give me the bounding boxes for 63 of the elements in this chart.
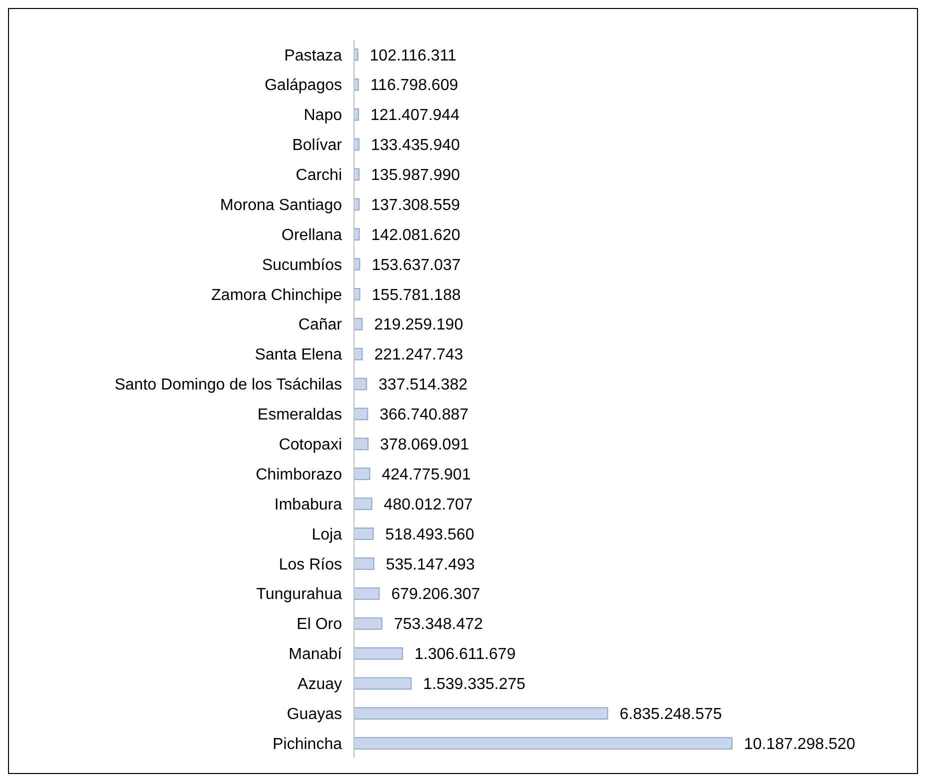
bar [354,677,412,690]
bar [354,617,382,630]
data-label: 337.514.382 [378,376,468,394]
y-tick-label: Guayas [286,706,342,723]
y-tick-label: Azuay [298,676,342,694]
data-label: 6.835.248.575 [620,706,722,723]
data-label: 366.740.887 [380,406,469,424]
bar [354,528,374,540]
bar [354,378,368,390]
bar [354,288,360,300]
y-tick-label: Cañar [298,316,343,334]
y-tick-label: Bolívar [292,137,343,154]
y-tick-label: Tungurahua [256,586,342,604]
data-label: 378.069.091 [380,436,470,454]
data-label: 221.247.743 [374,346,464,364]
y-tick-label: Carchi [296,167,342,184]
data-label: 121.407.944 [370,107,460,124]
y-tick-label: Napo [304,107,342,124]
y-tick-label: Los Ríos [278,556,342,574]
bar [354,587,380,600]
data-label: 480.012.707 [384,496,473,514]
bar [354,737,732,750]
y-tick-label: Loja [312,526,342,544]
bar [354,498,372,510]
data-label: 1.539.335.275 [423,676,526,694]
data-label: 116.798.609 [370,77,458,94]
y-tick-label: El Oro [296,616,342,634]
data-label: 424.775.901 [382,466,471,484]
data-label: 10.187.298.520 [744,736,856,753]
data-label: 135.987.990 [371,167,460,184]
bar [354,557,374,570]
y-tick-label: Chimborazo [256,466,342,484]
data-label: 153.637.037 [372,256,461,274]
y-tick-label: Cotopaxi [278,436,342,454]
bar [354,468,370,480]
data-label: 137.308.559 [371,196,460,214]
bar [354,647,403,660]
y-tick-label: Imbabura [274,496,342,514]
data-label: 1.306.611.679 [414,646,516,664]
y-tick-label: Manabí [288,646,343,664]
y-tick-label: Galápagos [264,77,342,94]
data-label: 518.493.560 [385,526,474,544]
y-tick-label: Orellana [282,226,342,244]
bar [354,408,368,420]
bar [354,228,360,241]
data-label: 679.206.307 [391,586,480,604]
y-tick-label: Santa Elena [254,346,342,364]
bar [354,707,608,720]
data-label: 102.116.311 [370,47,456,64]
y-tick-label: Esmeraldas [258,406,342,424]
y-tick-label: Zamora Chinchipe [211,286,342,304]
y-tick-label: Morona Santiago [220,196,342,214]
data-label: 535.147.493 [386,556,475,574]
data-label: 753.348.472 [394,616,484,634]
data-label: 219.259.190 [374,316,464,334]
y-tick-label: Sucumbíos [262,256,342,274]
data-label: 133.435.940 [370,137,460,154]
y-tick-label: Pastaza [284,47,342,64]
bar [354,438,369,450]
y-tick-label: Santo Domingo de los Tsáchilas [114,376,342,394]
data-label: 155.781.188 [372,286,461,304]
data-label: 142.081.620 [371,226,460,244]
y-tick-label: Pichincha [272,736,342,753]
